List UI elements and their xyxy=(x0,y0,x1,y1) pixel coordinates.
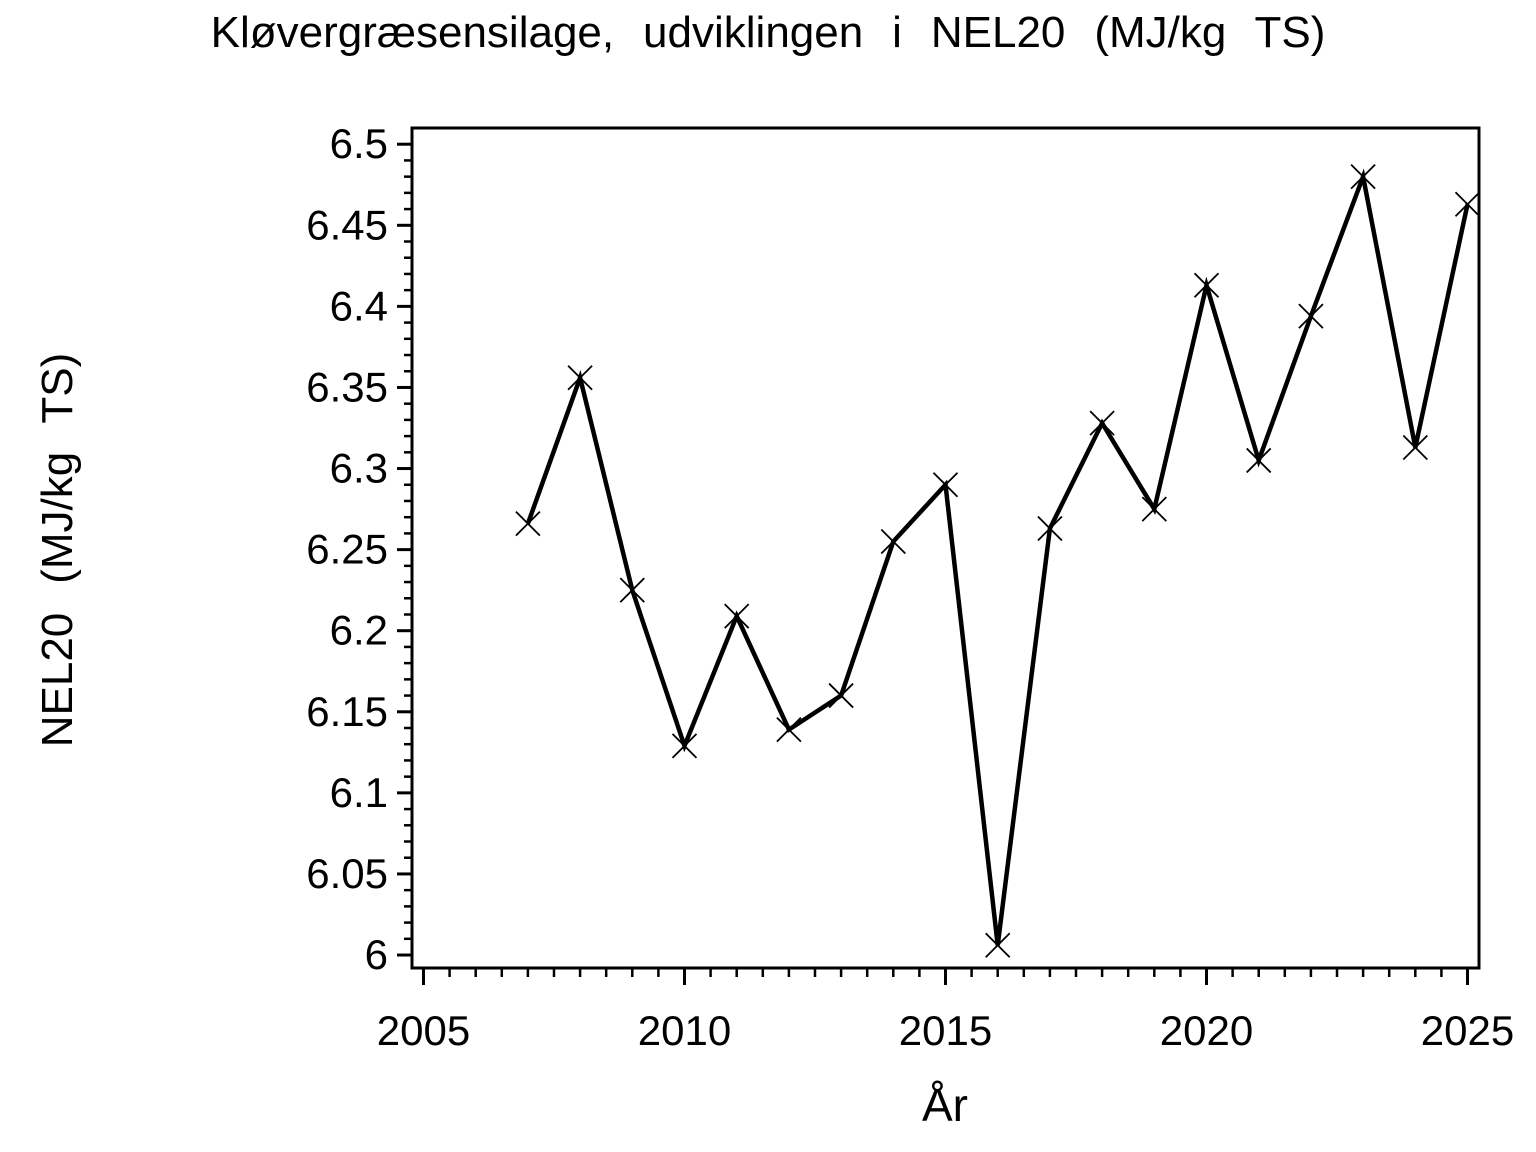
point-marker xyxy=(671,733,698,759)
point-marker xyxy=(619,577,645,603)
y-tick-label: 6.05 xyxy=(306,850,388,897)
point-marker xyxy=(515,511,541,537)
x-axis-title: År xyxy=(922,1079,968,1131)
y-tick-label: 6.5 xyxy=(330,120,388,167)
point-marker xyxy=(1454,191,1481,217)
y-tick-label: 6.4 xyxy=(330,282,388,329)
point-marker xyxy=(1141,496,1167,522)
point-marker xyxy=(1350,164,1376,190)
point-marker xyxy=(1193,272,1220,298)
point-marker xyxy=(1089,410,1115,436)
chart-title: Kløvergræsensilage, udviklingen i NEL20 … xyxy=(210,8,1326,57)
y-tick-label: 6.25 xyxy=(306,526,388,573)
point-marker xyxy=(724,603,750,629)
x-tick-label: 2020 xyxy=(1160,1007,1253,1054)
x-tick-label: 2010 xyxy=(638,1007,731,1054)
point-marker xyxy=(880,528,906,555)
point-marker xyxy=(828,682,854,709)
point-marker xyxy=(932,472,959,498)
y-tick-label: 6.2 xyxy=(330,607,388,654)
y-tick-label: 6.15 xyxy=(306,688,388,735)
point-marker xyxy=(1298,303,1324,329)
point-marker xyxy=(985,932,1011,958)
y-axis-title: NEL20 (MJ/kg TS) xyxy=(33,352,82,748)
x-tick-label: 2005 xyxy=(377,1007,470,1054)
y-tick-label: 6 xyxy=(365,931,388,978)
point-marker xyxy=(776,716,802,743)
point-marker xyxy=(1037,515,1063,542)
plot-frame xyxy=(410,126,1481,970)
y-tick-label: 6.3 xyxy=(330,445,388,492)
point-marker xyxy=(1402,434,1428,461)
x-tick-label: 2025 xyxy=(1421,1007,1514,1054)
y-tick-label: 6.45 xyxy=(306,201,388,248)
x-tick-label: 2015 xyxy=(899,1007,992,1054)
y-tick-label: 6.1 xyxy=(330,769,388,816)
point-marker xyxy=(1246,447,1272,474)
y-tick-label: 6.35 xyxy=(306,363,388,410)
point-marker xyxy=(567,365,593,391)
series-line xyxy=(525,168,1470,946)
